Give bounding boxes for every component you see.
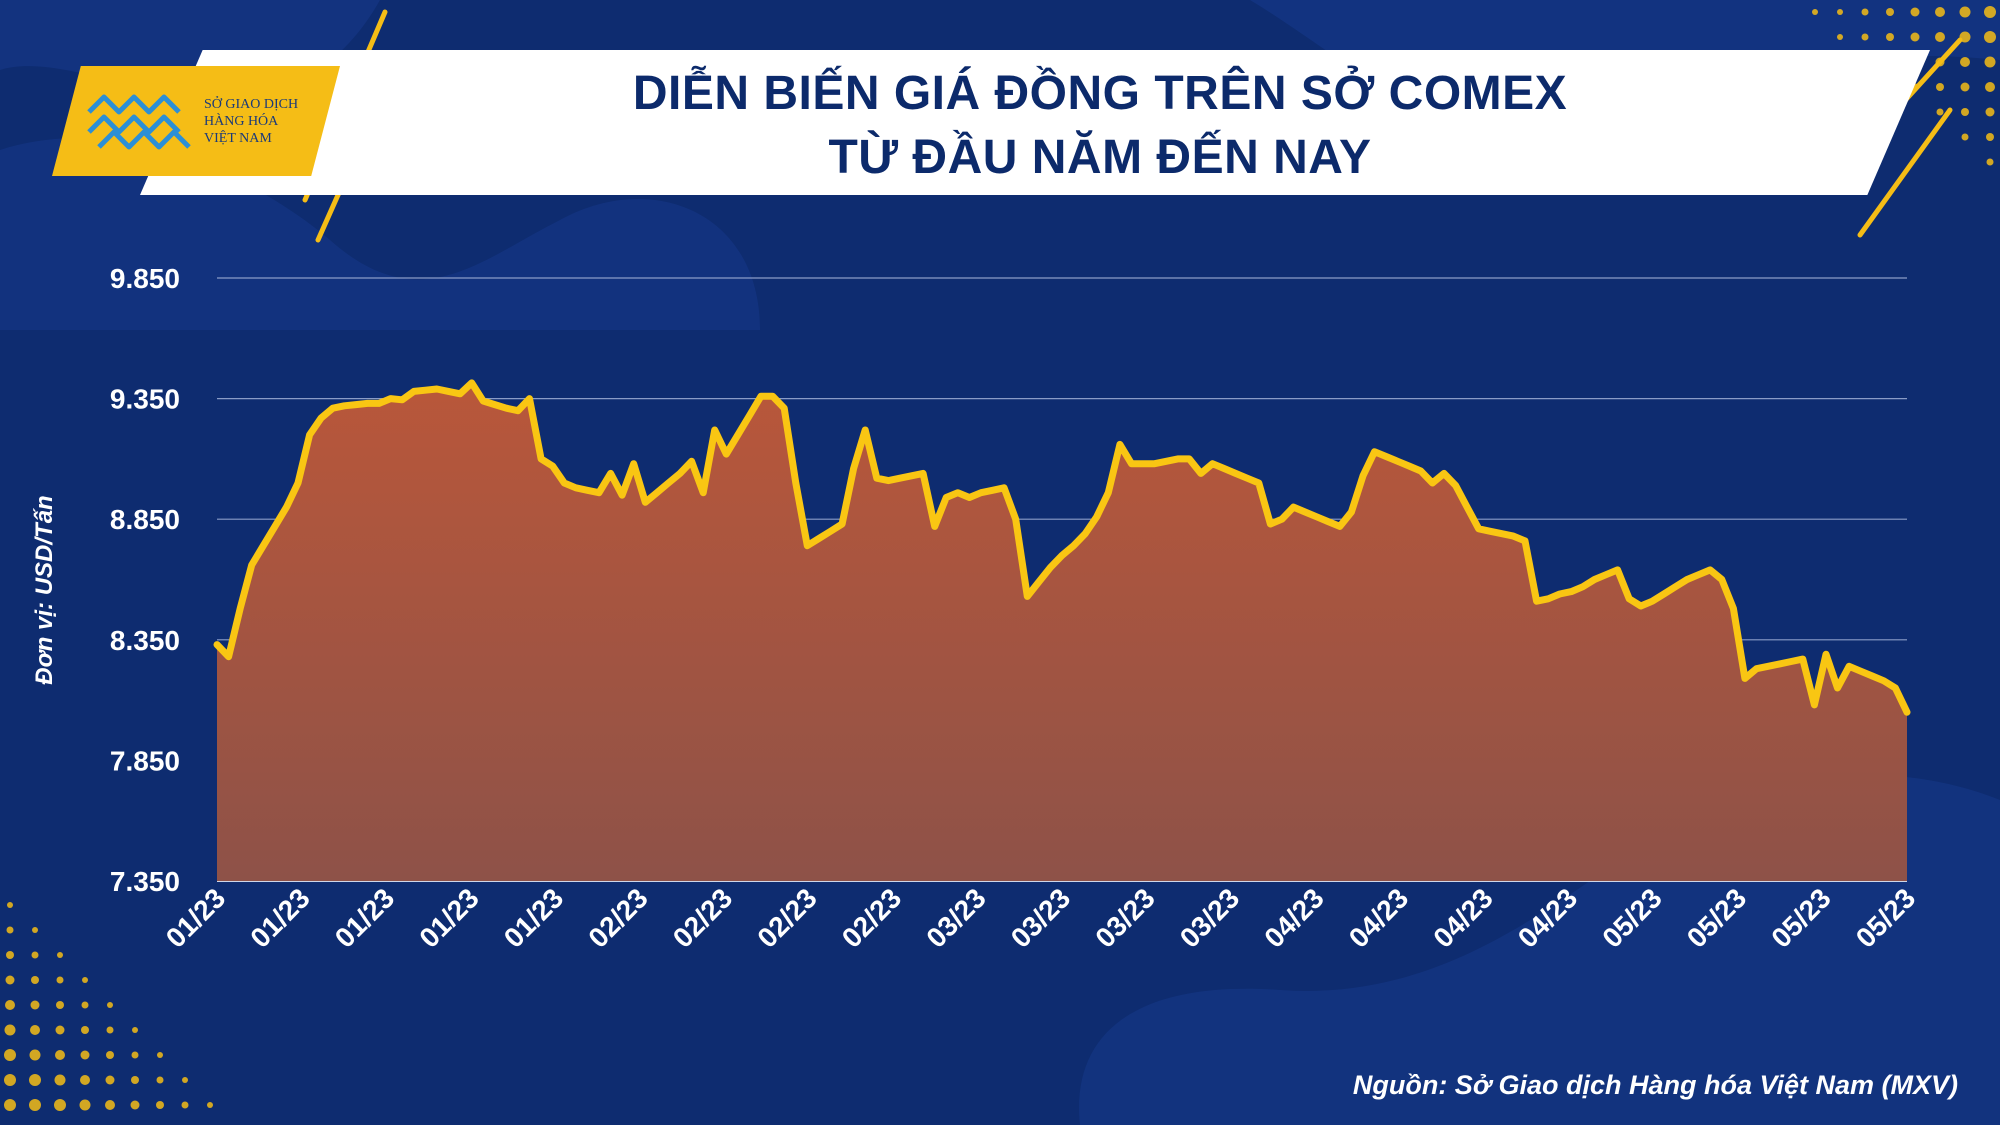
mxv-logo-icon [87, 94, 191, 150]
title-line-2: TỪ ĐẦU NĂM ĐẾN NAY [828, 131, 1372, 184]
x-tick-label: 04/23 [1258, 882, 1329, 953]
x-tick-label: 05/23 [1681, 882, 1752, 953]
logo-text: SỞ GIAO DỊCH HÀNG HÓA VIỆT NAM [204, 96, 324, 147]
price-area-fill [217, 382, 1907, 881]
y-tick-label: 7.850 [110, 745, 180, 776]
x-tick-label: 03/23 [1089, 882, 1160, 953]
y-tick-label: 7.350 [110, 866, 180, 897]
x-tick-label: 04/23 [1343, 882, 1414, 953]
y-tick-label: 9.350 [110, 384, 180, 415]
x-tick-label: 01/23 [413, 882, 484, 953]
logo-line-2: HÀNG HÓA [204, 114, 279, 129]
x-tick-label: 02/23 [751, 882, 822, 953]
dot-pattern-bottom-left [4, 902, 213, 1111]
y-tick-label: 8.850 [110, 504, 180, 535]
x-tick-label: 03/23 [1005, 882, 1076, 953]
x-tick-label: 02/23 [836, 882, 907, 953]
x-tick-label: 04/23 [1512, 882, 1583, 953]
x-tick-label: 01/23 [329, 882, 400, 953]
title-line-1: DIỄN BIẾN GIÁ ĐỒNG TRÊN SỞ COMEX [632, 67, 1568, 120]
x-tick-label: 05/23 [1850, 882, 1921, 953]
x-tick-label: 03/23 [920, 882, 991, 953]
x-tick-label: 02/23 [582, 882, 653, 953]
logo-line-3: VIỆT NAM [204, 131, 272, 146]
x-tick-label: 01/23 [498, 882, 569, 953]
x-tick-label: 02/23 [667, 882, 738, 953]
logo-line-1: SỞ GIAO DỊCH [204, 97, 299, 112]
chart-title: DIỄN BIẾN GIÁ ĐỒNG TRÊN SỞ COMEX TỪ ĐẦU … [420, 62, 1780, 190]
y-axis-label: Đơn vị: USD/Tấn [31, 495, 58, 685]
x-tick-label: 05/23 [1596, 882, 1667, 953]
x-tick-label: 03/23 [1174, 882, 1245, 953]
x-tick-label: 05/23 [1765, 882, 1836, 953]
source-note: Nguồn: Sở Giao dịch Hàng hóa Việt Nam (M… [1352, 1070, 1958, 1100]
title-banner [140, 50, 1930, 195]
x-tick-label: 01/23 [244, 882, 315, 953]
x-tick-label: 04/23 [1427, 882, 1498, 953]
price-line [213, 379, 1911, 716]
y-tick-label: 8.350 [110, 625, 180, 656]
y-tick-label: 9.850 [110, 263, 180, 294]
